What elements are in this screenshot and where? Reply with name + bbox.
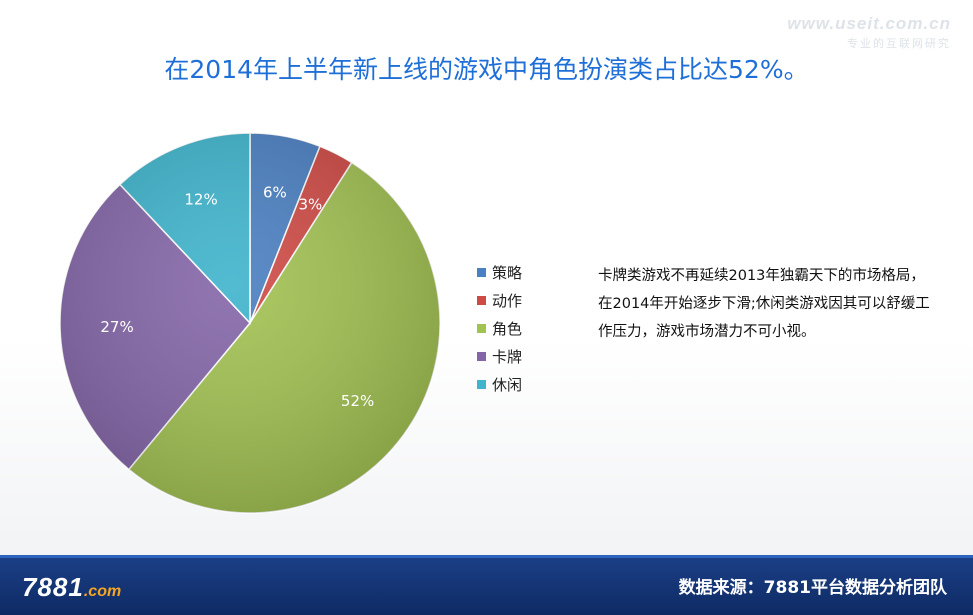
- logo-domain: .com: [83, 583, 122, 600]
- page-title: 在2014年上半年新上线的游戏中角色扮演类占比达52%。: [164, 55, 809, 84]
- pie-label-0: 6%: [263, 183, 287, 201]
- legend-swatch-1: [477, 295, 486, 305]
- chart-legend: 策略动作角色卡牌休闲: [477, 258, 522, 398]
- pie-label-1: 3%: [298, 195, 322, 213]
- legend-item-3: 卡牌: [477, 342, 522, 370]
- legend-label-1: 动作: [492, 291, 523, 310]
- legend-label-0: 策略: [492, 263, 523, 282]
- data-source: 数据来源：7881平台数据分析团队: [678, 578, 947, 598]
- legend-swatch-2: [477, 323, 486, 333]
- logo: 7881.com: [22, 572, 121, 603]
- legend-item-2: 角色: [477, 314, 522, 342]
- legend-swatch-0: [477, 267, 486, 277]
- legend-label-4: 休闲: [492, 375, 523, 394]
- watermark-subtitle: 专业的互联网研究: [847, 38, 951, 50]
- legend-item-4: 休闲: [477, 370, 522, 398]
- legend-swatch-3: [477, 351, 486, 361]
- watermark: www.useit.com.cn 专业的互联网研究: [787, 14, 951, 51]
- legend-label-2: 角色: [492, 319, 523, 338]
- analysis-note: 卡牌类游戏不再延续2013年独霸天下的市场格局，在2014年开始逐步下滑;休闲类…: [598, 268, 930, 340]
- logo-number: 7881: [22, 572, 84, 602]
- pie-label-4: 12%: [184, 190, 217, 208]
- watermark-url: www.useit.com.cn: [787, 14, 951, 33]
- legend-item-0: 策略: [477, 258, 522, 286]
- footer-bar: 7881.com 数据来源：7881平台数据分析团队: [0, 555, 973, 615]
- pie-label-3: 27%: [100, 318, 133, 336]
- legend-label-3: 卡牌: [492, 347, 523, 366]
- legend-item-1: 动作: [477, 286, 522, 314]
- legend-swatch-4: [477, 379, 486, 389]
- pie-label-2: 52%: [341, 392, 374, 410]
